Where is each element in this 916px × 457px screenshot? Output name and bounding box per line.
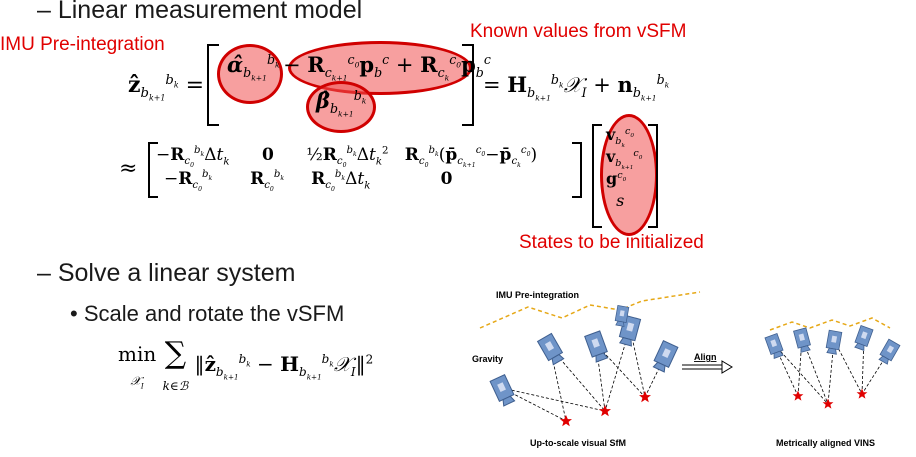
state-vector-left-bracket: [592, 124, 602, 228]
approx-sign: ≈: [119, 156, 138, 181]
camera-icon: [537, 332, 566, 367]
diagram-gravity-label: Gravity: [472, 354, 503, 364]
vsfm-known-highlight: [288, 41, 472, 95]
matrix-left-bracket: [148, 142, 158, 198]
diagram-left-caption: Up-to-scale visual SfM: [530, 438, 626, 448]
diagram-imu-label: IMU Pre-integration: [496, 290, 579, 300]
camera-icon: [852, 325, 874, 352]
align-arrow-head-icon: [721, 360, 733, 374]
imu-trajectory-right: [769, 317, 891, 331]
z-hat-lhs: ẑbk+1bk =: [128, 72, 205, 104]
alignment-diagram-svg: IMU Pre-integration Gravity Align Up-to-…: [472, 290, 901, 448]
right-bracket: [462, 44, 474, 126]
matrix-right-bracket: [572, 142, 582, 198]
state-vector-right-bracket: [648, 124, 658, 228]
imu-trajectory-left: [479, 291, 701, 329]
camera-icon: [489, 374, 517, 408]
camera-icon: [584, 330, 610, 364]
rotation-position-terms: − Rck+1c0pbc + Rckc0pbc: [283, 52, 491, 83]
bullet-solve-linear-system: – Solve a linear system: [37, 259, 296, 287]
diagram-right-caption: Metrically aligned VINS: [776, 438, 875, 448]
states-highlight: [600, 114, 658, 236]
beta-term: β̂bk+1bk: [316, 88, 367, 119]
bullet-scale-rotate-vsfm: • Scale and rotate the vSFM: [70, 301, 345, 326]
camera-icon: [793, 327, 813, 354]
matrix-row-2: −Rc0bk Rc0bk Rc0bkΔtk 0: [164, 169, 453, 194]
left-rays: [501, 327, 667, 422]
imu-preintegration-annotation: IMU Pre-integration: [0, 34, 165, 55]
landmark-star-icon: [856, 388, 868, 399]
least-squares-formula: min 𝒳I ∑ k∈ℬ ‖ẑbk+1bk − Hbk+1bk𝒳I‖2: [118, 336, 374, 393]
camera-icon: [877, 338, 901, 366]
h-matrix-rhs: = Hbk+1bk𝒳I + nbk+1bk: [483, 72, 670, 103]
camera-icon: [764, 333, 786, 360]
landmark-star-icon: [599, 405, 611, 417]
vins-alignment-diagram: IMU Pre-integration Gravity Align Up-to-…: [470, 280, 910, 452]
imu-preint-highlight: [217, 44, 283, 104]
landmark-star-icon: [560, 415, 572, 427]
left-bracket: [207, 44, 219, 126]
landmark-star-icon: [792, 390, 804, 401]
state-vector: vbkc0 vbk+1c0 gc0 s: [606, 125, 643, 211]
alpha-term: α̂bk+1bk: [227, 52, 280, 83]
matrix-row-1: −Rc0bkΔtk 0 ½Rc0bkΔtk2 Rc0bk(p̄ck+1c0−p̄…: [156, 145, 538, 170]
diagram-align-label: Align: [694, 352, 717, 362]
known-values-annotation: Known values from vSFM: [470, 21, 687, 42]
bullet-linear-measurement-model: – Linear measurement model: [37, 0, 363, 24]
camera-icon: [651, 340, 679, 374]
beta-highlight: [306, 81, 376, 133]
states-to-initialize-annotation: States to be initialized: [519, 232, 704, 253]
